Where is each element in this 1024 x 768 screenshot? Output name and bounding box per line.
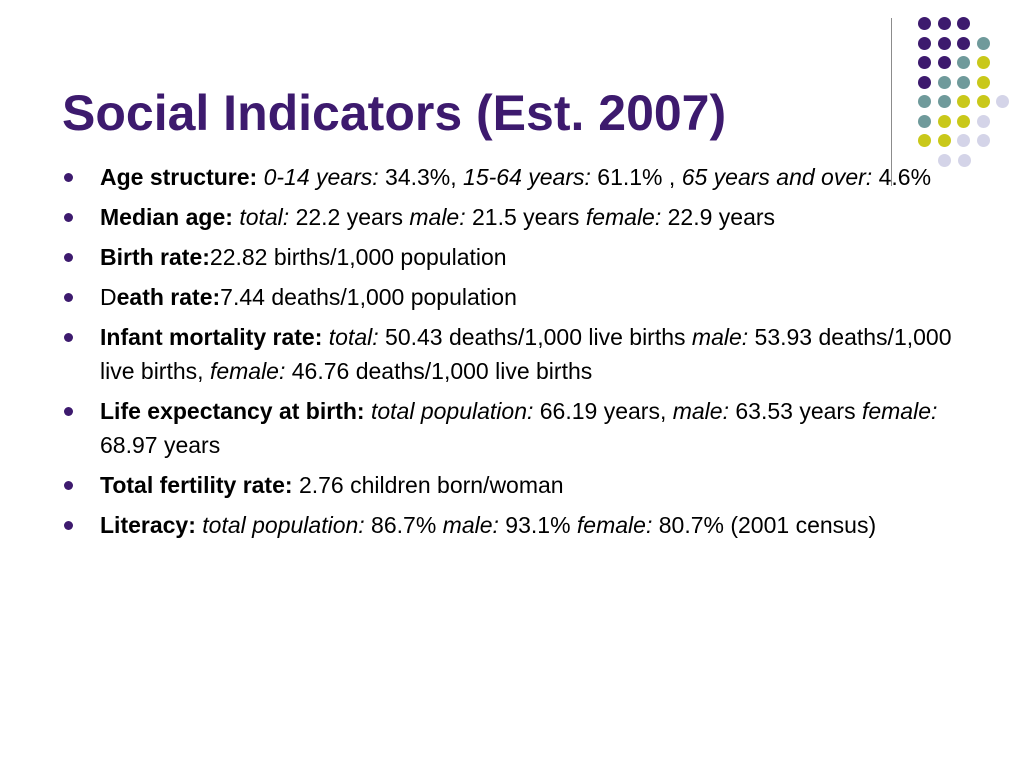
bullet-dot-icon xyxy=(64,333,73,342)
bullet-value: 46.76 deaths/1,000 live births xyxy=(285,358,593,384)
bullet-dot-icon xyxy=(64,521,73,530)
bullet-sublabel: male: xyxy=(409,204,466,230)
bullet-label: Birth rate: xyxy=(100,244,210,270)
bullet-label: Life expectancy at birth: xyxy=(100,398,371,424)
bullet-dot-icon xyxy=(64,407,73,416)
decorative-dot xyxy=(957,95,970,108)
bullet-value: 50.43 deaths/1,000 live births xyxy=(378,324,692,350)
bullet-value: 68.97 years xyxy=(100,432,221,458)
bullet-label: Age structure: xyxy=(100,164,264,190)
bullet-sublabel: 0-14 years: xyxy=(263,164,379,190)
bullet-value: 22.2 years xyxy=(289,204,410,230)
decorative-dot xyxy=(957,17,970,30)
decorative-dot xyxy=(918,36,931,50)
decorative-dot xyxy=(976,75,990,89)
decorative-dot xyxy=(957,36,970,50)
bullet-value: 66.19 years, xyxy=(533,398,673,424)
bullet-sublabel: female: xyxy=(576,512,653,538)
bullet-sublabel: female: xyxy=(861,398,938,424)
bullet-label: Median age: xyxy=(100,204,240,230)
decorative-dot xyxy=(937,56,951,69)
bullet-dot-icon xyxy=(64,253,73,262)
bullet-sublabel: male: xyxy=(672,398,729,424)
slide-title: Social Indicators (Est. 2007) xyxy=(62,85,727,141)
bullet-value: 22.9 years xyxy=(661,204,776,230)
decorative-dot xyxy=(937,17,951,30)
bullet-value: 4.6% xyxy=(872,164,932,190)
bullet-item: Total fertility rate: 2.76 children born… xyxy=(62,468,962,502)
decorative-dot xyxy=(937,75,951,89)
bullet-value: 86.7% xyxy=(364,512,443,538)
bullet-item: Median age: total: 22.2 years male: 21.5… xyxy=(62,200,962,234)
bullet-sublabel: 15-64 years: xyxy=(463,164,591,190)
decorative-dot xyxy=(957,56,970,69)
bullet-value: 80.7% (2001 census) xyxy=(652,512,877,538)
bullet-value: 34.3%, xyxy=(378,164,464,190)
bullet-dot-icon xyxy=(64,173,73,182)
bullet-item: Literacy: total population: 86.7% male: … xyxy=(62,508,962,542)
decorative-dot xyxy=(957,134,970,147)
bullet-value: 63.53 years xyxy=(728,398,862,424)
bullet-item: Age structure: 0-14 years: 34.3%, 15-64 … xyxy=(62,160,962,194)
decorative-dot xyxy=(976,56,990,69)
decorative-dot xyxy=(976,114,990,128)
bullet-sublabel: total: xyxy=(328,324,379,350)
bullet-sublabel: total: xyxy=(239,204,290,230)
bullet-value: 93.1% xyxy=(498,512,577,538)
decorative-dot xyxy=(937,114,951,128)
bullet-list: Age structure: 0-14 years: 34.3%, 15-64 … xyxy=(62,160,962,548)
bullet-sublabel: male: xyxy=(442,512,499,538)
bullet-value: 21.5 years xyxy=(465,204,586,230)
bullet-label: Literacy: xyxy=(100,512,203,538)
bullet-value: 53.93 deaths/1,000 live births, xyxy=(100,324,952,384)
bullet-label: eath rate: xyxy=(116,284,221,310)
bullet-sublabel: female: xyxy=(585,204,662,230)
bullet-item: Death rate:7.44 deaths/1,000 population xyxy=(62,280,962,314)
bullet-dot-icon xyxy=(64,213,73,222)
decorative-dot xyxy=(996,95,1009,108)
bullet-value: 7.44 deaths/1,000 population xyxy=(220,284,517,310)
decorative-dot xyxy=(918,75,931,89)
decorative-dot xyxy=(976,134,990,147)
bullet-sublabel: male: xyxy=(691,324,749,350)
decorative-dot xyxy=(957,75,970,89)
decorative-dot xyxy=(918,95,931,108)
decorative-dot xyxy=(976,95,990,108)
decorative-dot xyxy=(918,114,931,128)
bullet-dot-icon xyxy=(64,481,73,490)
bullet-item: Infant mortality rate: total: 50.43 deat… xyxy=(62,320,962,388)
decorative-dot xyxy=(918,134,931,147)
bullet-value: 22.82 births/1,000 population xyxy=(209,244,507,270)
bullet-sublabel: 65 years and over: xyxy=(681,164,873,190)
bullet-value: 61.1% , xyxy=(590,164,682,190)
bullet-sublabel: total population: xyxy=(370,398,534,424)
decorative-dot xyxy=(937,134,951,147)
divider-line xyxy=(891,18,892,186)
decorative-dot xyxy=(918,56,931,69)
decorative-dot xyxy=(957,114,970,128)
bullet-dot-icon xyxy=(64,293,73,302)
bullet-label: Total fertility rate: xyxy=(100,472,299,498)
bullet-item: Birth rate:22.82 births/1,000 population xyxy=(62,240,962,274)
bullet-label: Infant mortality rate: xyxy=(100,324,329,350)
decorative-dot xyxy=(976,36,990,50)
bullet-sublabel: total population: xyxy=(202,512,365,538)
decorative-dot xyxy=(918,17,931,30)
bullet-item: Life expectancy at birth: total populati… xyxy=(62,394,962,462)
decorative-dot xyxy=(937,36,951,50)
bullet-sublabel: female: xyxy=(209,358,286,384)
bullet-value: D xyxy=(100,284,117,310)
bullet-value: 2.76 children born/woman xyxy=(298,472,564,498)
decorative-dot xyxy=(937,95,951,108)
